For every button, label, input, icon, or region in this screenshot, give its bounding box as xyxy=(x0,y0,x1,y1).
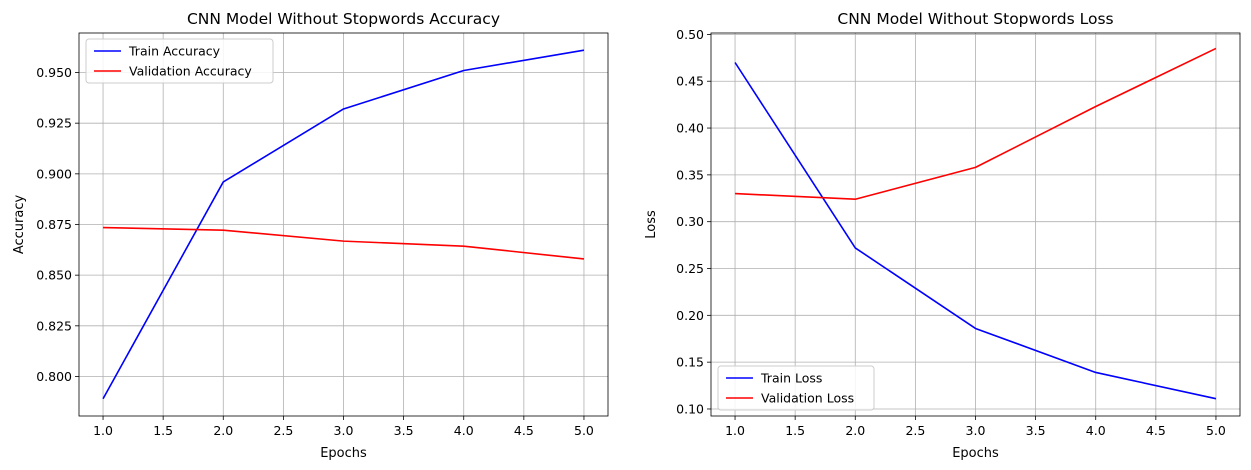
loss-y-tick-label: 0.50 xyxy=(676,27,704,42)
loss-y-tick-label: 0.40 xyxy=(676,121,704,136)
loss-chart-title: CNN Model Without Stopwords Loss xyxy=(837,10,1113,28)
accuracy-lines xyxy=(102,49,585,400)
legend-label-validation-loss: Validation Loss xyxy=(761,391,854,406)
accuracy-legend-box xyxy=(85,38,274,84)
loss-x-axis-label: Epochs xyxy=(952,446,999,461)
accuracy-x-tick-label: 1.0 xyxy=(93,423,113,438)
accuracy-y-tick-label: 0.825 xyxy=(36,318,72,333)
accuracy-chart: 1.0 1.5 2.0 2.5 3.0 3.5 4.0 4.5 5.0 0.800 0.825 0.8… xyxy=(12,10,609,461)
accuracy-y-axis-label: Accuracy xyxy=(12,195,27,255)
loss-x-tick-label: 2.5 xyxy=(905,423,925,438)
loss-x-tick-label: 1.5 xyxy=(785,423,805,438)
loss-y-tick-label: 0.45 xyxy=(676,74,704,89)
loss-y-tick-label: 0.25 xyxy=(676,261,704,276)
accuracy-legend: Train Accuracy Validation Accuracy xyxy=(85,38,274,84)
validation-accuracy-line xyxy=(103,226,585,260)
loss-y-axis-label: Loss xyxy=(644,210,659,239)
accuracy-y-tick-label: 0.900 xyxy=(36,166,72,181)
loss-y-tick-label: 0.35 xyxy=(676,167,704,182)
accuracy-x-axis-label: Epochs xyxy=(320,446,367,461)
train-loss-line xyxy=(734,62,1217,400)
loss-legend-box xyxy=(717,365,875,411)
loss-y-tick-label: 0.20 xyxy=(676,308,704,323)
legend-label-train-loss: Train Loss xyxy=(760,371,822,386)
accuracy-x-tick-label: 2.0 xyxy=(213,423,233,438)
accuracy-ticks: 1.0 1.5 2.0 2.5 3.0 3.5 4.0 4.5 5.0 0.800 0.825 0.8… xyxy=(36,65,594,438)
loss-x-tick-label: 3.0 xyxy=(966,423,986,438)
accuracy-x-tick-label: 3.0 xyxy=(334,423,354,438)
loss-y-tick-label: 0.15 xyxy=(676,355,704,370)
accuracy-x-tick-label: 4.0 xyxy=(454,423,474,438)
legend-label-validation-accuracy: Validation Accuracy xyxy=(129,64,252,79)
loss-x-tick-label: 1.0 xyxy=(725,423,745,438)
accuracy-x-tick-label: 3.5 xyxy=(394,423,414,438)
loss-y-tick-label: 0.30 xyxy=(676,214,704,229)
accuracy-chart-title: CNN Model Without Stopwords Accuracy xyxy=(187,10,500,28)
accuracy-y-tick-label: 0.875 xyxy=(36,217,72,232)
accuracy-y-tick-label: 0.925 xyxy=(36,116,72,131)
loss-lines xyxy=(734,47,1217,400)
accuracy-grid xyxy=(79,33,608,416)
loss-x-tick-label: 4.5 xyxy=(1146,423,1166,438)
loss-chart: 1.0 1.5 2.0 2.5 3.0 3.5 4.0 4.5 5.0 0.10 0.15 0.20 0… xyxy=(644,10,1241,461)
accuracy-x-tick-label: 4.5 xyxy=(514,423,534,438)
loss-x-tick-label: 3.5 xyxy=(1026,423,1046,438)
loss-ticks: 1.0 1.5 2.0 2.5 3.0 3.5 4.0 4.5 5.0 0.10 0.15 0.20 0… xyxy=(676,27,1226,438)
accuracy-y-tick-label: 0.800 xyxy=(36,369,72,384)
accuracy-y-tick-label: 0.850 xyxy=(36,268,72,283)
loss-y-tick-label: 0.10 xyxy=(676,401,704,416)
accuracy-x-tick-label: 5.0 xyxy=(574,423,594,438)
train-accuracy-line xyxy=(102,49,585,400)
loss-x-tick-label: 4.0 xyxy=(1086,423,1106,438)
accuracy-y-tick-label: 0.950 xyxy=(36,65,72,80)
legend-label-train-accuracy: Train Accuracy xyxy=(128,44,221,59)
accuracy-x-tick-label: 1.5 xyxy=(153,423,173,438)
accuracy-x-tick-label: 2.5 xyxy=(273,423,293,438)
loss-x-tick-label: 2.0 xyxy=(845,423,865,438)
loss-legend: Train Loss Validation Loss xyxy=(717,365,875,411)
loss-x-tick-label: 5.0 xyxy=(1206,423,1226,438)
validation-loss-line xyxy=(735,47,1217,201)
